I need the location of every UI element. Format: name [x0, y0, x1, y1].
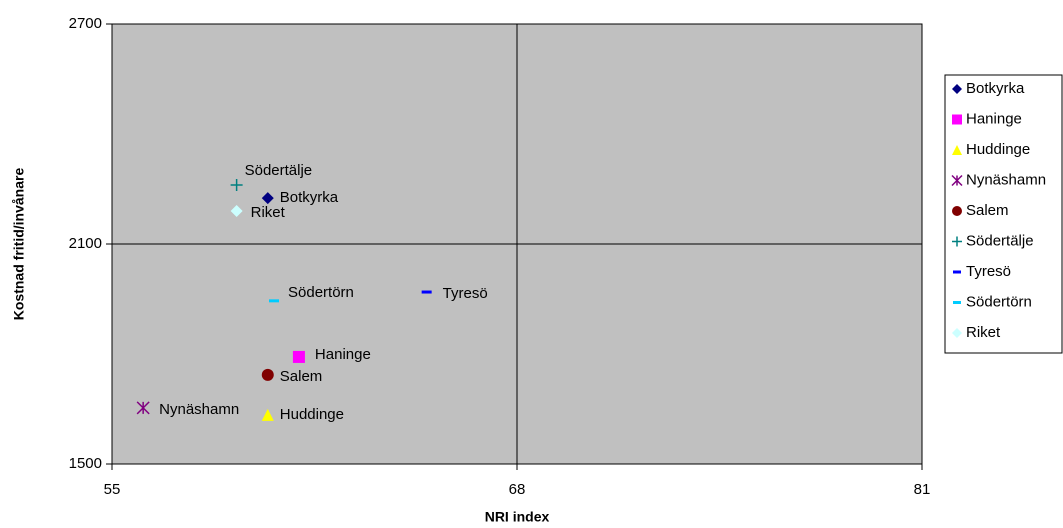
- marker: [269, 299, 279, 303]
- legend-label: Södertälje: [966, 232, 1034, 249]
- marker: [230, 205, 243, 217]
- marker: [261, 368, 274, 381]
- legend-label: Botkyrka: [966, 80, 1025, 97]
- legend-label: Huddinge: [966, 141, 1030, 158]
- marker: [952, 114, 962, 125]
- marker: [230, 178, 243, 191]
- marker: [952, 84, 962, 94]
- data-label: Salem: [280, 368, 323, 385]
- legend-label: Riket: [966, 324, 1001, 341]
- marker: [952, 236, 962, 247]
- marker: [952, 206, 962, 216]
- legend-label: Salem: [966, 202, 1009, 219]
- legend-label: Nynäshamn: [966, 171, 1046, 188]
- data-label: Södertörn: [288, 284, 354, 301]
- marker: [261, 192, 274, 205]
- y-tick-label: 1500: [69, 455, 102, 472]
- x-axis-label: NRI index: [485, 509, 550, 525]
- legend-label: Haninge: [966, 110, 1022, 127]
- data-label: Botkyrka: [280, 189, 339, 206]
- y-axis-label: Kostnad fritid/invånare: [11, 168, 27, 321]
- x-tick-label: 68: [509, 481, 526, 498]
- data-label: Riket: [251, 204, 286, 221]
- data-label: Tyresö: [443, 285, 488, 302]
- marker: [421, 290, 432, 294]
- marker: [136, 401, 150, 415]
- legend: [944, 74, 1063, 354]
- data-label: Huddinge: [280, 406, 344, 423]
- y-tick-label: 2700: [69, 15, 102, 32]
- marker: [952, 145, 962, 155]
- marker: [951, 174, 963, 187]
- data-label: Södertälje: [245, 162, 313, 179]
- marker: [292, 350, 305, 363]
- data-label: Nynäshamn: [159, 401, 239, 418]
- marker: [953, 270, 961, 274]
- x-tick-label: 55: [104, 481, 121, 498]
- marker: [952, 328, 962, 338]
- y-tick-label: 2100: [69, 235, 102, 252]
- legend-label: Tyresö: [966, 263, 1011, 280]
- legend-label: Södertörn: [966, 293, 1032, 310]
- data-label: Haninge: [315, 346, 371, 363]
- marker: [953, 301, 961, 304]
- x-tick-label: 81: [914, 481, 931, 498]
- marker: [261, 408, 274, 421]
